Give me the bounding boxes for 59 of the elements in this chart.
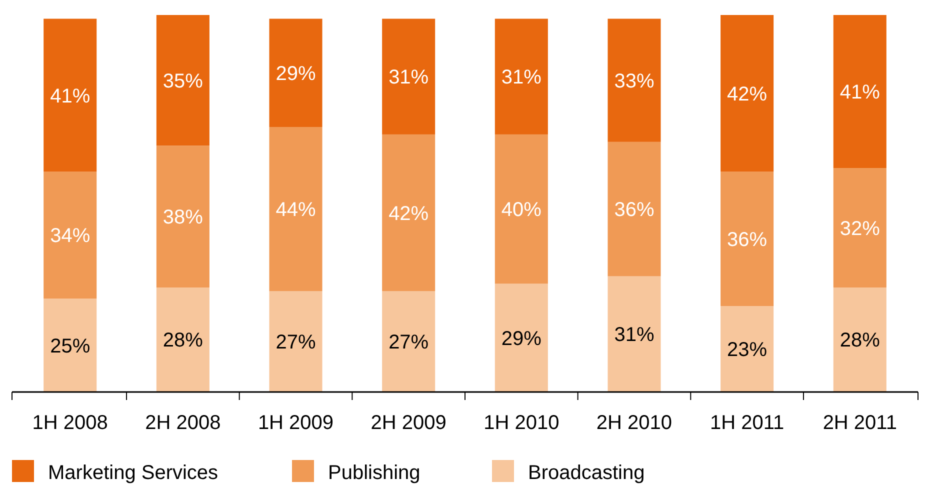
data-label: 35% [162,70,204,92]
bar [833,287,886,392]
x-tick-label: 2H 2009 [370,412,446,434]
data-label: 27% [276,332,316,354]
bar [608,276,661,392]
x-tick-label: 2H 2008 [145,412,221,434]
bar [833,168,886,288]
data-label: 29% [276,62,316,85]
bar [156,146,210,288]
bar [720,172,774,306]
legend-label: Marketing Services [48,462,218,484]
bar [494,284,548,392]
legend-label: Publishing [328,462,420,484]
data-label: 32% [840,218,880,240]
data-label: 42% [727,83,768,106]
x-tick-label: 1H 2008 [32,412,108,434]
data-label: 29% [501,328,542,350]
data-label: 41% [840,82,880,104]
bar [720,15,774,172]
data-label: 33% [614,70,654,92]
data-label: 27% [388,332,429,354]
data-label: 28% [162,330,204,352]
bar [833,15,886,168]
data-label: 44% [276,199,316,222]
bar [382,134,436,292]
bar [494,134,548,284]
bar [156,15,210,146]
bar [720,306,774,392]
data-label: 28% [840,330,880,352]
data-label: 31% [388,66,429,89]
x-tick-label: 2H 2011 [822,412,897,434]
legend-label: Broadcasting [528,462,645,484]
bar [44,172,97,299]
bar [269,18,322,127]
bar [382,291,436,392]
data-label: 31% [614,324,654,346]
bar [44,298,97,392]
data-label: 40% [501,199,542,222]
bar [608,18,661,142]
data-label: 42% [388,202,429,225]
data-label: 36% [614,199,654,222]
bar [269,126,322,292]
data-label: 25% [50,335,90,358]
data-label: 23% [727,339,768,362]
x-tick-label: 1H 2010 [484,412,560,434]
bar [608,142,661,276]
bar [494,18,548,134]
data-label: 36% [727,228,768,251]
x-tick-label: 1H 2011 [710,412,784,434]
bar [44,18,97,172]
bar [382,18,436,134]
x-tick-label: 2H 2010 [596,412,672,434]
data-label: 31% [501,66,542,89]
data-label: 34% [50,225,90,248]
bar [269,291,322,392]
data-label: 38% [162,206,204,229]
x-tick-label: 1H 2009 [258,412,334,434]
bar [156,287,210,392]
data-label: 41% [50,85,90,108]
